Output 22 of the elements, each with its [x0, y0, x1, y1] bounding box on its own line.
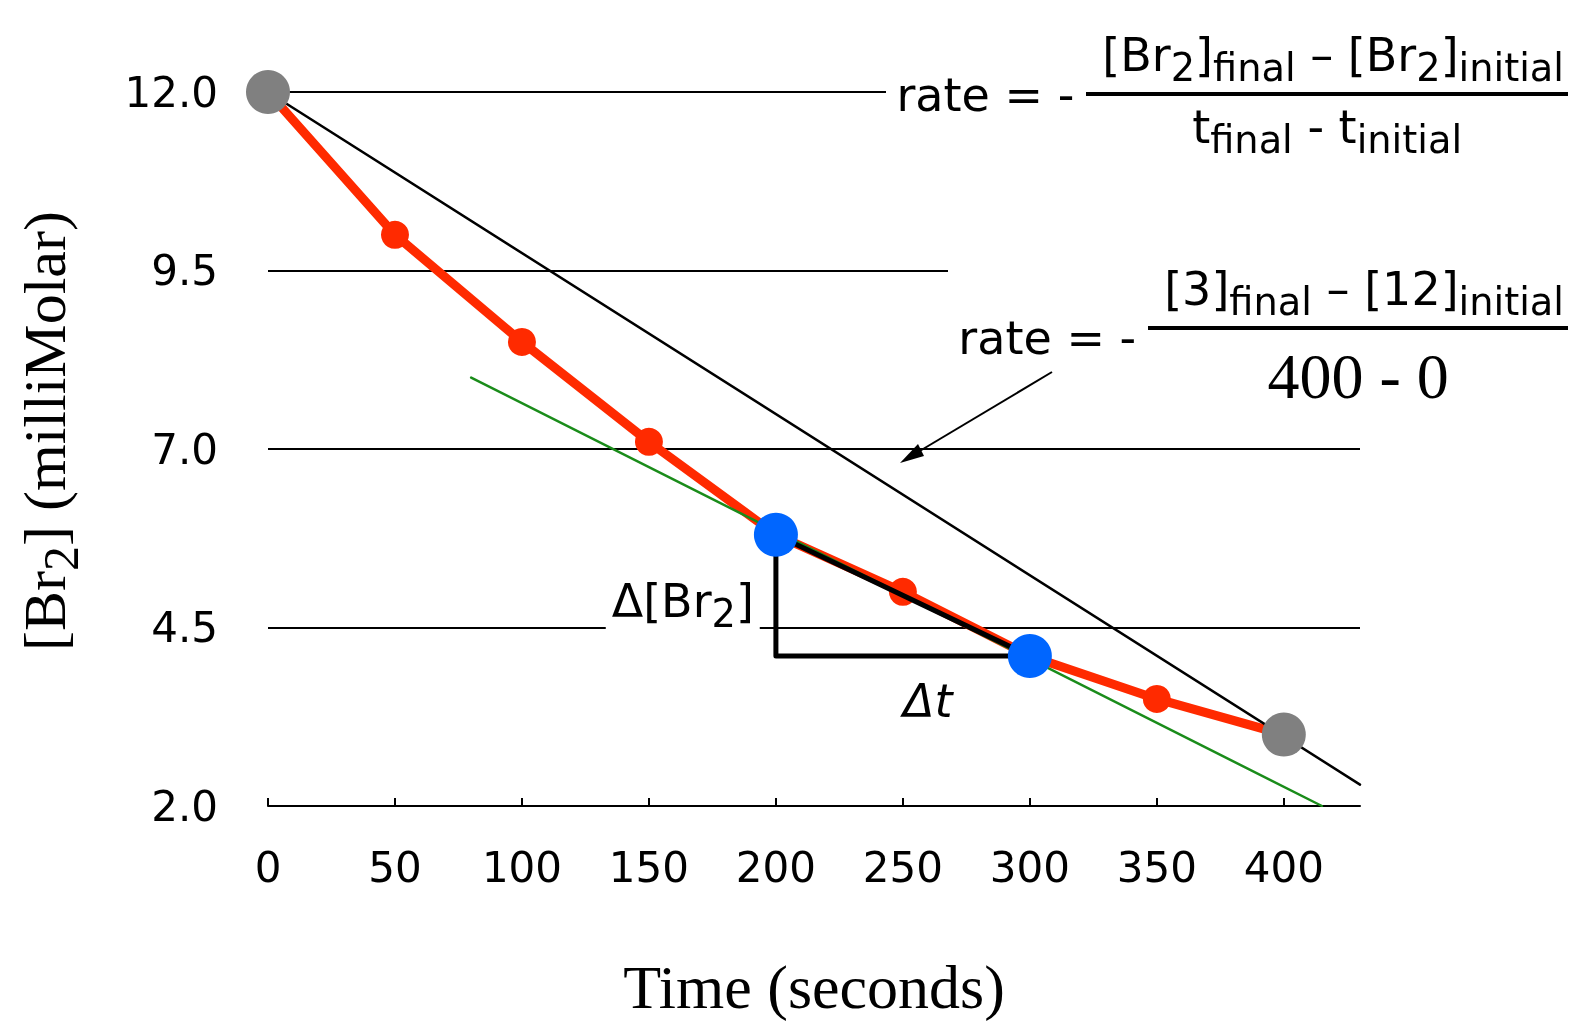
annotation: Δ[Br$_{2}$]	[605, 574, 760, 637]
x-tick-label: 250	[862, 842, 943, 892]
annotation: rate = -	[896, 68, 1075, 123]
annotation: [3]$_{final}$ – [12]$_{initial}$	[1148, 262, 1568, 331]
text: [Br$_{2}$]$_{final}$ – [Br$_{2}$]$_{initial}$	[1086, 28, 1568, 97]
x-tick-label: 0	[254, 842, 282, 892]
y-tick-label: 12.0	[124, 67, 218, 117]
x-tick-label: 150	[608, 842, 690, 892]
y-tick-label: 4.5	[151, 603, 218, 652]
y-tick-label: 9.5	[151, 246, 218, 295]
y-tick-label: 2.0	[151, 781, 218, 831]
x-tick-label: 50	[368, 842, 422, 892]
annotation: rate = -	[958, 311, 1137, 366]
x-tick-label: 400	[1243, 842, 1324, 892]
y-tick-label: 7.0	[151, 424, 218, 474]
x-tick-label: 300	[989, 842, 1070, 892]
x-tick-label: 100	[481, 842, 563, 892]
annotation: 400 - 0	[1267, 340, 1449, 415]
x-tick-label: 350	[1116, 842, 1197, 892]
x-axis-title: Time (seconds)	[623, 953, 1005, 1022]
x-tick-label: 200	[735, 842, 816, 892]
annotation: t$_{final}$ - t$_{initial}$	[1192, 99, 1463, 163]
